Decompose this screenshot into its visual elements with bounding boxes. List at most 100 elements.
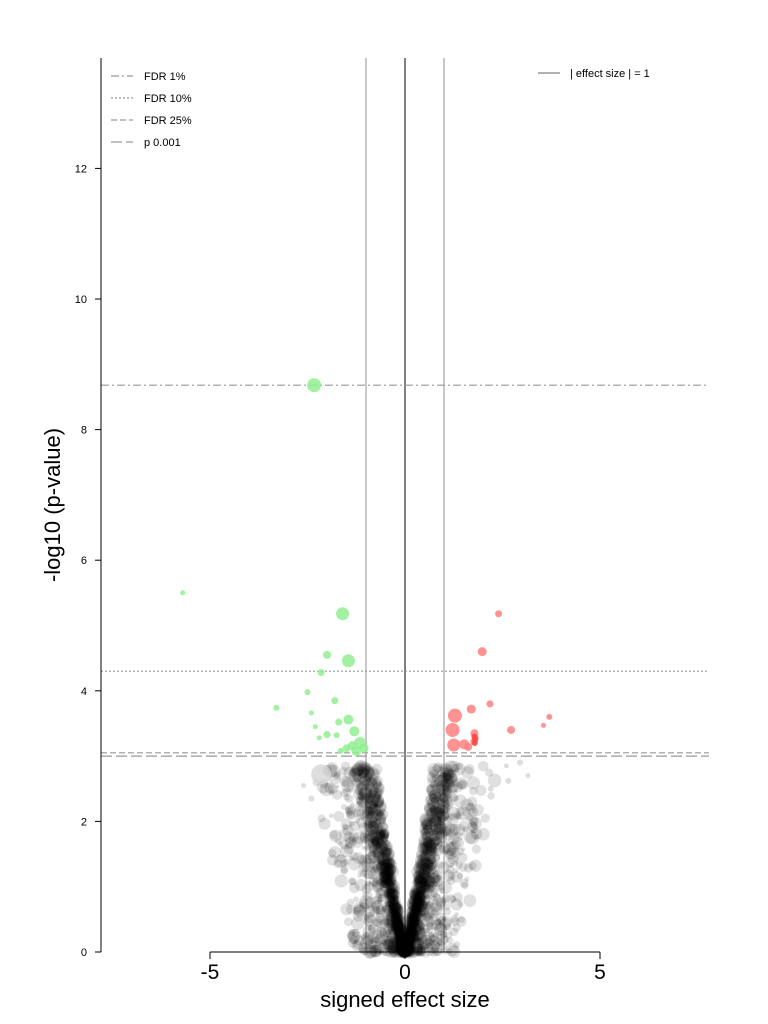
- nonsignificant-point: [403, 940, 415, 953]
- nonsignificant-point: [358, 793, 371, 806]
- nonsignificant-point: [392, 909, 405, 923]
- nonsignificant-point: [397, 941, 407, 950]
- nonsignificant-point: [384, 844, 392, 852]
- nonsignificant-point: [438, 804, 449, 815]
- nonsignificant-point: [412, 898, 427, 912]
- nonsignificant-point: [355, 786, 364, 796]
- nonsignificant-point: [392, 917, 399, 924]
- nonsignificant-point: [420, 885, 426, 891]
- nonsignificant-point: [406, 933, 413, 940]
- nonsignificant-point: [369, 837, 375, 843]
- nonsignificant-point: [429, 820, 443, 834]
- nonsignificant-point: [403, 928, 416, 941]
- nonsignificant-point: [391, 925, 401, 935]
- nonsignificant-point: [439, 792, 450, 803]
- nonsignificant-point: [362, 925, 376, 939]
- nonsignificant-point: [396, 918, 402, 924]
- nonsignificant-point: [385, 856, 392, 863]
- nonsignificant-point: [442, 788, 452, 798]
- nonsignificant-point: [365, 803, 378, 815]
- nonsignificant-point: [430, 859, 435, 865]
- nonsignificant-point: [391, 912, 405, 925]
- nonsignificant-point: [380, 828, 387, 834]
- nonsignificant-point: [367, 823, 373, 829]
- nonsignificant-point: [432, 813, 442, 823]
- nonsignificant-point: [422, 823, 428, 829]
- nonsignificant-point: [415, 900, 428, 913]
- nonsignificant-point: [388, 909, 398, 919]
- nonsignificant-point: [439, 896, 447, 904]
- nonsignificant-point: [374, 948, 381, 955]
- nonsignificant-point: [455, 777, 468, 790]
- nonsignificant-point: [409, 913, 418, 923]
- nonsignificant-point: [414, 881, 424, 890]
- nonsignificant-point: [391, 893, 400, 902]
- nonsignificant-point: [446, 813, 459, 826]
- nonsignificant-point: [404, 944, 411, 950]
- nonsignificant-point: [397, 926, 403, 933]
- nonsignificant-point: [468, 817, 479, 827]
- nonsignificant-point: [385, 915, 392, 922]
- nonsignificant-point: [456, 806, 471, 821]
- nonsignificant-point: [395, 931, 404, 940]
- nonsignificant-point: [397, 944, 411, 958]
- nonsignificant-point: [405, 947, 414, 955]
- nonsignificant-point: [426, 901, 434, 909]
- nonsignificant-point: [410, 946, 417, 952]
- nonsignificant-point: [377, 857, 386, 866]
- nonsignificant-point: [429, 934, 438, 942]
- nonsignificant-point: [424, 857, 438, 871]
- nonsignificant-point: [341, 823, 349, 831]
- nonsignificant-point: [404, 943, 412, 951]
- nonsignificant-point: [396, 942, 403, 949]
- nonsignificant-point: [347, 931, 360, 944]
- nonsignificant-point: [379, 919, 389, 930]
- nonsignificant-point: [411, 902, 422, 913]
- nonsignificant-point: [414, 910, 427, 923]
- nonsignificant-point: [356, 854, 367, 865]
- nonsignificant-point: [371, 880, 384, 893]
- nonsignificant-point: [378, 849, 385, 856]
- nonsignificant-point: [406, 917, 420, 931]
- nonsignificant-point: [374, 840, 383, 850]
- nonsignificant-point: [403, 944, 410, 952]
- nonsignificant-point: [364, 765, 372, 773]
- nonsignificant-point: [399, 940, 404, 945]
- nonsignificant-point: [418, 943, 426, 951]
- nonsignificant-point: [422, 835, 436, 849]
- nonsignificant-point: [374, 822, 383, 831]
- nonsignificant-point: [353, 904, 367, 918]
- nonsignificant-point: [363, 833, 378, 847]
- nonsignificant-point: [452, 762, 466, 776]
- nonsignificant-point: [462, 826, 469, 833]
- nonsignificant-point: [399, 939, 405, 944]
- nonsignificant-point: [410, 899, 421, 910]
- nonsignificant-point: [387, 871, 395, 878]
- nonsignificant-point: [375, 831, 384, 840]
- nonsignificant-point: [425, 893, 431, 899]
- nonsignificant-point: [405, 935, 417, 946]
- nonsignificant-point: [394, 920, 406, 932]
- nonsignificant-point: [346, 930, 356, 940]
- nonsignificant-point: [417, 926, 426, 935]
- nonsignificant-point: [407, 947, 413, 953]
- nonsignificant-point: [427, 839, 433, 845]
- nonsignificant-point: [357, 796, 370, 809]
- nonsignificant-point: [410, 915, 424, 929]
- nonsignificant-point: [405, 937, 413, 944]
- nonsignificant-point: [409, 915, 421, 926]
- nonsignificant-point: [412, 870, 425, 884]
- nonsignificant-point: [367, 850, 381, 864]
- nonsignificant-point: [404, 944, 413, 953]
- nonsignificant-point: [395, 923, 405, 933]
- nonsignificant-point: [439, 762, 453, 775]
- nonsignificant-point: [432, 893, 441, 901]
- nonsignificant-point: [372, 876, 386, 890]
- nonsignificant-point: [420, 857, 431, 868]
- nonsignificant-point: [400, 942, 406, 948]
- nonsignificant-point: [357, 766, 370, 779]
- nonsignificant-point: [452, 867, 459, 874]
- nonsignificant-point: [399, 937, 406, 944]
- nonsignificant-point: [352, 774, 362, 783]
- nonsignificant-point: [368, 858, 382, 872]
